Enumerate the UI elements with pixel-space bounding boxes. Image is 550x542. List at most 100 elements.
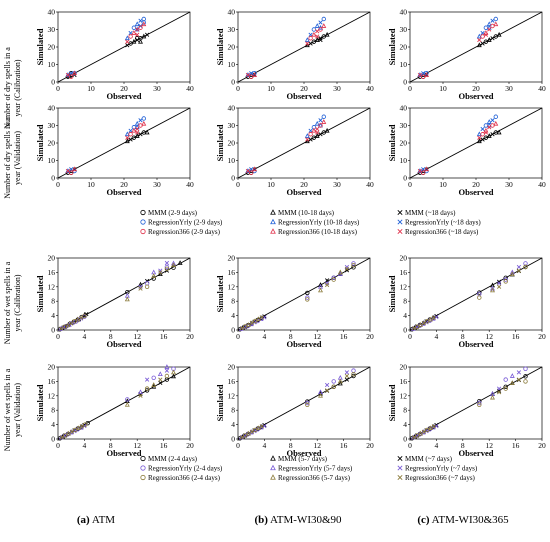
data-point xyxy=(255,425,261,431)
y-axis-label: Simulated xyxy=(35,384,45,421)
data-point xyxy=(134,36,140,41)
legend-label: Regression366 (2-4 days) xyxy=(148,474,221,482)
y-tick-label: 40 xyxy=(400,8,408,17)
data-point xyxy=(344,370,350,375)
data-point xyxy=(321,23,327,28)
y-tick-label: 20 xyxy=(48,363,56,372)
x-axis-label: Observed xyxy=(107,448,142,458)
x-tick-label: 40 xyxy=(366,180,374,189)
legend-marker-cross xyxy=(397,228,403,235)
data-point xyxy=(477,402,482,407)
y-tick-label: 4 xyxy=(51,420,55,429)
x-tick-label: 10 xyxy=(439,180,447,189)
x-tick-label: 0 xyxy=(56,441,60,450)
data-point xyxy=(431,424,436,429)
x-axis-label: Observed xyxy=(107,339,142,349)
data-point xyxy=(144,386,150,391)
x-tick-label: 8 xyxy=(289,441,293,450)
legend-label: RegressionYrly (~18 days) xyxy=(405,219,481,227)
data-point xyxy=(164,266,170,271)
x-tick-label: 12 xyxy=(133,441,141,450)
data-point xyxy=(252,71,257,76)
data-point xyxy=(141,33,147,39)
x-axis-label: Observed xyxy=(459,91,494,101)
y-tick-label: 0 xyxy=(51,435,55,444)
data-point xyxy=(68,74,74,79)
legend-marker-cross xyxy=(397,474,403,481)
row-label-wet-cal-2: year (Calibration) xyxy=(13,274,22,331)
legend-label: Regression366 (5-7 days) xyxy=(278,474,351,482)
data-point xyxy=(157,371,163,377)
data-point xyxy=(503,386,508,391)
y-tick-label: 4 xyxy=(403,420,407,429)
y-tick-label: 30 xyxy=(228,25,236,34)
y-tick-label: 8 xyxy=(403,406,407,415)
x-tick-label: 10 xyxy=(87,180,95,189)
y-tick-label: 12 xyxy=(48,282,56,291)
data-point xyxy=(509,380,515,386)
data-point xyxy=(135,130,140,135)
data-point xyxy=(158,270,163,275)
data-point xyxy=(68,170,74,175)
data-point xyxy=(151,276,156,281)
data-point xyxy=(318,37,323,43)
data-point xyxy=(493,130,498,135)
panel-wet-validation-ATM-WI30&90: 0 4 8 12 16 20 0 4 8 12 16 20 Observed Simulated xyxy=(215,363,374,459)
x-tick-label: 0 xyxy=(236,332,240,341)
y-axis-label: Simulated xyxy=(215,384,225,421)
data-point xyxy=(424,71,429,76)
data-point xyxy=(252,166,257,172)
data-point xyxy=(171,265,176,270)
data-point xyxy=(75,425,81,431)
data-point xyxy=(351,263,356,268)
data-point xyxy=(259,424,264,429)
x-axis-label: Observed xyxy=(287,448,322,458)
panel-wet-calibration-ATM-WI30&365: 0 4 8 12 16 20 0 4 8 12 16 20 Observed Simulated xyxy=(387,254,546,350)
y-tick-label: 30 xyxy=(400,121,408,130)
y-tick-label: 20 xyxy=(48,43,56,52)
data-point xyxy=(318,282,323,287)
data-point xyxy=(486,133,492,138)
y-tick-label: 40 xyxy=(48,8,56,17)
data-point xyxy=(164,264,170,270)
legend-label: RegressionYrly (5-7 days) xyxy=(278,465,353,473)
data-point xyxy=(177,260,183,265)
data-point xyxy=(314,37,320,42)
x-tick-label: 40 xyxy=(186,180,194,189)
y-tick-label: 10 xyxy=(400,156,408,165)
x-axis-label: Observed xyxy=(459,187,494,197)
data-point xyxy=(418,430,424,436)
data-point xyxy=(164,260,170,266)
plot-frame xyxy=(409,366,543,440)
y-tick-label: 10 xyxy=(228,156,236,165)
data-point xyxy=(248,170,254,175)
legend-label: Regression366 (~18 days) xyxy=(405,228,479,236)
data-point xyxy=(259,315,264,320)
data-point xyxy=(318,287,323,293)
y-tick-label: 8 xyxy=(51,297,55,306)
y-tick-label: 40 xyxy=(228,8,236,17)
y-tick-label: 0 xyxy=(403,326,407,335)
data-point xyxy=(523,264,528,270)
one-to-one-line xyxy=(237,107,371,179)
data-point xyxy=(516,264,522,270)
data-point xyxy=(246,430,252,436)
x-tick-label: 20 xyxy=(538,441,546,450)
x-tick-label: 0 xyxy=(56,84,60,93)
y-tick-label: 40 xyxy=(228,104,236,113)
y-tick-label: 0 xyxy=(51,78,55,87)
y-tick-label: 20 xyxy=(228,254,236,263)
y-tick-label: 4 xyxy=(403,311,407,320)
data-point xyxy=(141,116,146,121)
y-tick-label: 20 xyxy=(228,363,236,372)
y-axis-label: Simulated xyxy=(387,384,397,421)
data-point xyxy=(523,261,528,266)
x-axis-label: Observed xyxy=(287,187,322,197)
y-axis-label: Simulated xyxy=(387,28,397,65)
one-to-one-line xyxy=(237,11,371,83)
data-point xyxy=(164,368,170,373)
y-axis-label: Simulated xyxy=(35,275,45,312)
data-point xyxy=(262,422,267,428)
data-point xyxy=(305,297,310,302)
x-tick-label: 10 xyxy=(439,84,447,93)
